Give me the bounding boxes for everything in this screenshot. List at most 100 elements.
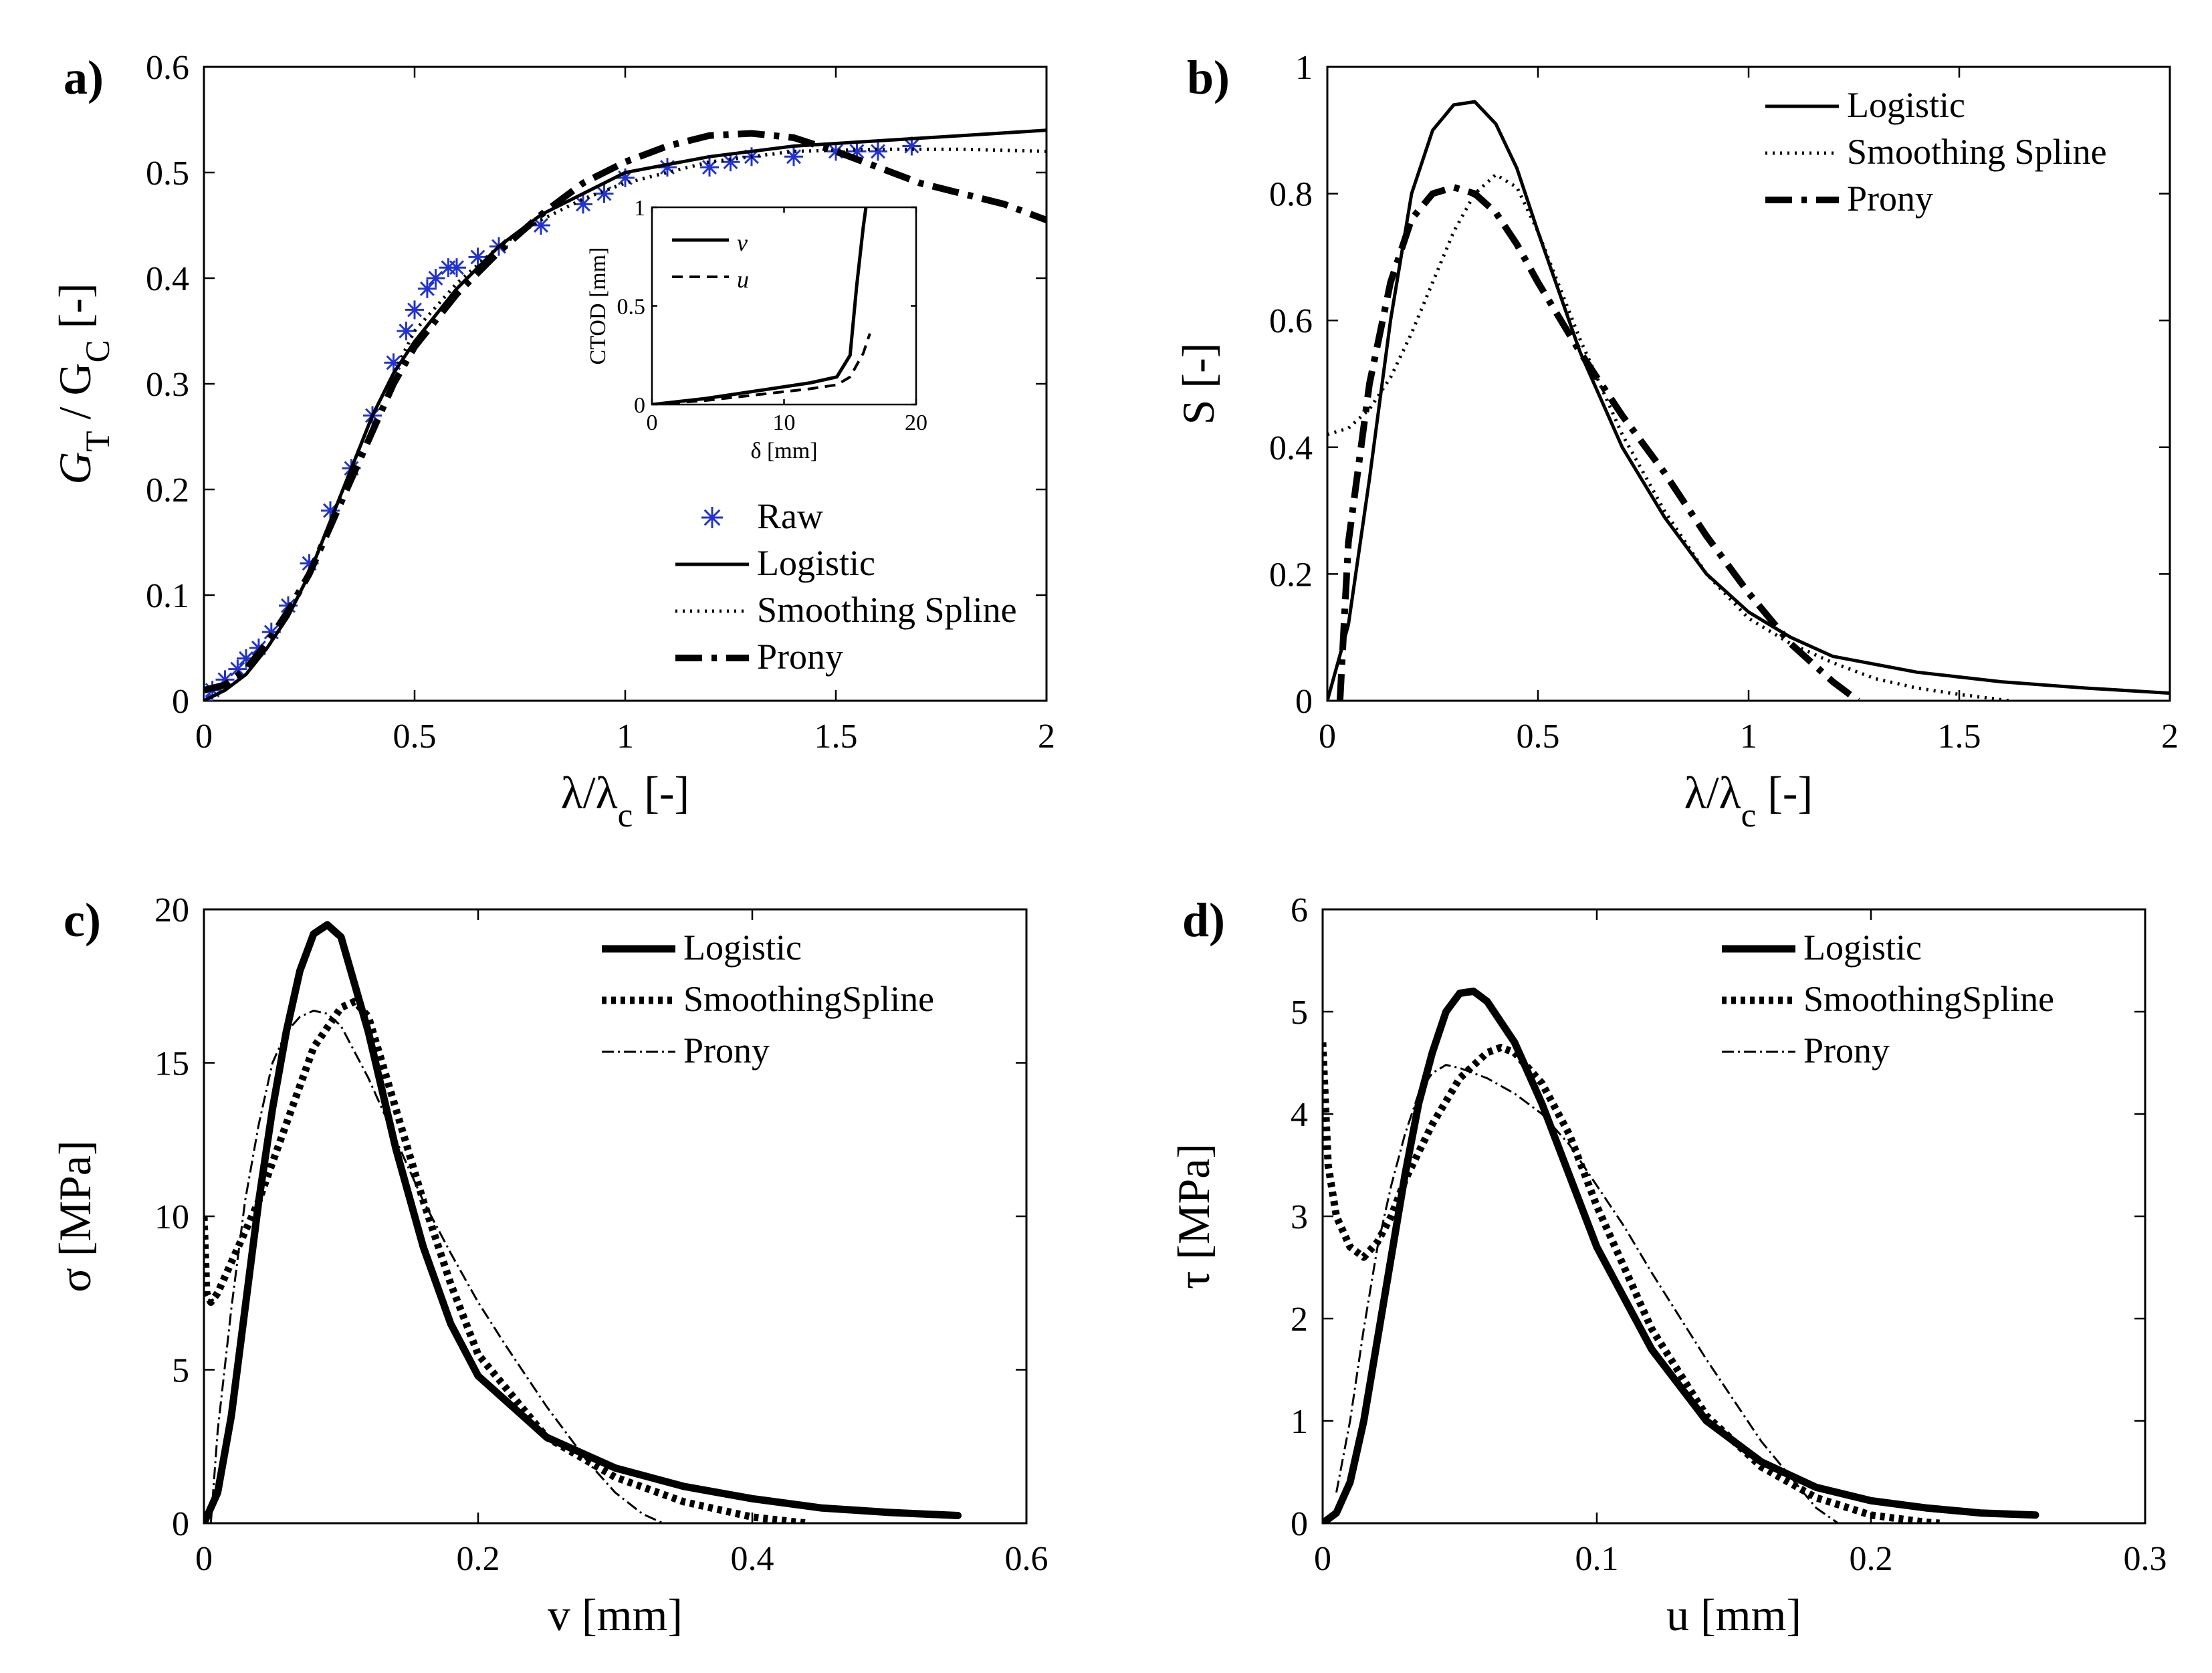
legend: Raw Logistic Smoothing Spline Prony	[675, 496, 1017, 677]
x-tick-label: 1.5	[814, 717, 858, 756]
raw-point-stroke	[263, 625, 279, 640]
panel-label: d)	[1182, 893, 1225, 947]
legend-entry: Prony	[757, 637, 843, 677]
raw-point-stroke	[470, 249, 485, 265]
x-tick-label: 1	[1740, 717, 1757, 756]
x-tick-label: 0	[1314, 1540, 1331, 1578]
y-axis-label: τ [MPa]	[1168, 1143, 1219, 1289]
y-tick-label: 0.2	[146, 471, 189, 510]
y-tick-label: 0	[172, 683, 189, 721]
legend: Logistic SmoothingSpline Prony	[602, 927, 934, 1071]
y-tick-label: 1	[1291, 1403, 1308, 1441]
y-tick-label: 0	[634, 393, 645, 418]
legend: Logistic SmoothingSpline Prony	[1722, 927, 2054, 1071]
y-tick-label: 4	[1291, 1096, 1308, 1134]
series-logistic	[1327, 100, 2170, 701]
y-tick-label: 0	[1295, 683, 1313, 721]
series-logistic	[1323, 987, 2039, 1523]
y-axis-label: σ [MPa]	[49, 1140, 100, 1292]
raw-point-stroke	[786, 149, 801, 164]
legend-entry: Logistic	[1847, 85, 1965, 125]
raw-point-stroke	[419, 281, 435, 296]
raw-point-stroke	[904, 138, 919, 154]
y-axis-label: CTOD [mm]	[586, 247, 611, 365]
y-tick-label: 0.2	[1269, 556, 1313, 594]
x-tick-label: 0.4	[731, 1540, 774, 1578]
raw-point	[405, 300, 424, 320]
y-tick-label: 0.6	[1269, 302, 1313, 340]
x-tick-label: 2	[1038, 717, 1055, 756]
y-tick-label: 0.6	[146, 49, 189, 87]
y-tick-label: 6	[1291, 891, 1308, 929]
series-prony	[1336, 184, 1860, 701]
x-tick-label: 0.1	[1575, 1540, 1619, 1578]
y-axis-label: GT / GC [-]	[49, 283, 117, 484]
x-tick-label: 0.5	[1517, 717, 1560, 756]
y-tick-label: 0.8	[1269, 176, 1313, 214]
raw-point	[426, 269, 445, 288]
x-tick-label: 0.5	[393, 717, 437, 756]
legend-entry: Logistic	[683, 927, 802, 968]
x-tick-label: 1.5	[1938, 717, 1981, 756]
raw-point-stroke	[576, 197, 590, 212]
raw-point	[700, 158, 719, 177]
series-prony	[204, 130, 1046, 694]
x-axis-label: v [mm]	[548, 1589, 683, 1640]
y-tick-label: 3	[1291, 1198, 1308, 1236]
raw-point-stroke	[449, 260, 464, 275]
raw-point	[869, 142, 887, 161]
y-tick-label: 5	[1291, 994, 1308, 1032]
x-tick-label: 10	[773, 411, 796, 435]
legend-entry: SmoothingSpline	[683, 979, 934, 1019]
x-tick-label: 20	[905, 411, 927, 435]
legend: Logistic Smoothing Spline Prony	[1765, 85, 2107, 219]
raw-point-stroke	[702, 160, 717, 175]
y-tick-label: 20	[154, 891, 189, 929]
legend-entry: Smoothing Spline	[1847, 132, 2107, 172]
legend-entry: SmoothingSpline	[1803, 979, 2054, 1019]
panel-c: 0 0.2 0.4 0.6 0 5 10 15 20 v [mm] σ [MPa] Logistic S…	[49, 891, 1048, 1640]
raw-point-stroke	[399, 324, 414, 338]
legend-entry: Raw	[757, 496, 823, 536]
raw-point-stroke	[534, 218, 548, 233]
raw-point	[204, 691, 213, 701]
raw-point	[826, 142, 845, 161]
raw-point	[574, 195, 592, 214]
x-tick-label: 0	[195, 717, 213, 756]
legend-marker-raw-stroke	[703, 509, 721, 526]
y-tick-label: 0.5	[146, 154, 189, 193]
y-tick-label: 10	[154, 1198, 189, 1236]
legend-entry: Prony	[1803, 1030, 1890, 1071]
raw-point-stroke	[871, 144, 885, 159]
raw-point-stroke	[407, 302, 422, 318]
raw-point-stroke	[723, 154, 738, 170]
raw-point-stroke	[204, 693, 211, 701]
x-tick-label: 0	[647, 411, 658, 435]
plot-frame	[1321, 908, 2146, 1525]
series-smoothingspline	[204, 998, 808, 1523]
y-tick-label: 0.4	[1269, 429, 1313, 467]
y-tick-label: 1	[1295, 49, 1313, 87]
x-axis-label: δ [mm]	[750, 439, 817, 463]
legend-entry: Smoothing Spline	[757, 590, 1017, 630]
x-tick-label: 0.2	[1850, 1540, 1893, 1578]
raw-point-stroke	[230, 661, 245, 677]
x-axis-label: λ/λc [-]	[561, 767, 689, 834]
series-prony	[209, 1010, 664, 1523]
legend-entry: Prony	[1847, 179, 1933, 219]
raw-point	[417, 279, 437, 298]
y-axis-label: S [-]	[1173, 343, 1224, 425]
x-tick-label: 0.3	[2124, 1540, 2167, 1578]
panel-b: 0 0.5 1 1.5 2 0 0.2 0.4 0.6 0.8 1 λ/λc [-] S [-] Logi…	[1173, 49, 2179, 834]
series-smoothingspline	[1323, 1042, 1940, 1523]
y-tick-label: 0	[1291, 1505, 1308, 1543]
y-tick-label: 2	[1291, 1301, 1308, 1339]
legend-entry: v	[737, 229, 748, 256]
inset-series-u	[652, 333, 871, 405]
y-tick-label: 0.4	[146, 260, 189, 298]
raw-point	[447, 258, 466, 277]
y-tick-label: 0.3	[146, 366, 189, 404]
series-prony	[1335, 1064, 1839, 1523]
y-tick-label: 0.1	[146, 577, 189, 615]
legend-entry: Logistic	[1803, 927, 1922, 968]
